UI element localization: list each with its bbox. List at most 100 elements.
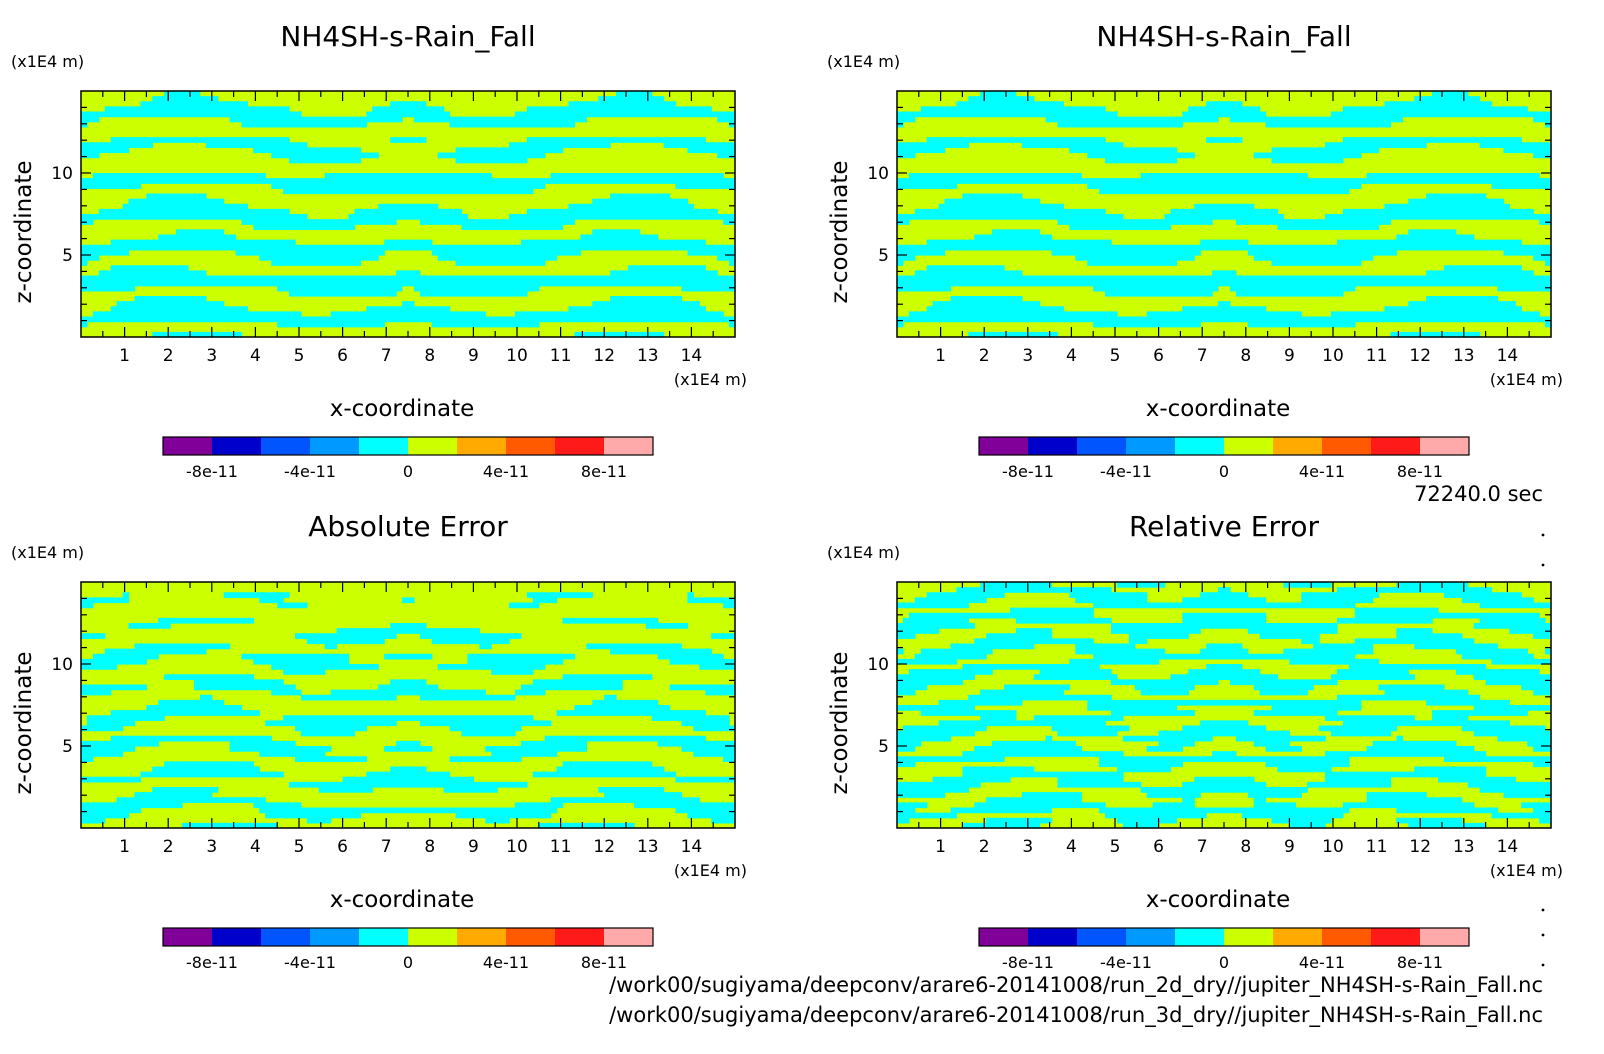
field-region [932, 776, 1011, 783]
colorbar-frame [978, 436, 1470, 456]
field-region [1253, 255, 1374, 261]
field-region [1277, 224, 1380, 230]
chart-title: NH4SH-s-Rain_Fall [1096, 20, 1351, 53]
field-region [146, 705, 243, 711]
field-region [711, 817, 736, 824]
field-region [1039, 669, 1112, 675]
field-region [1479, 142, 1552, 148]
field-region [1426, 296, 1499, 302]
field-region [265, 720, 397, 727]
colorbar-segment [457, 928, 507, 946]
field-region [657, 740, 736, 747]
field-region [384, 653, 433, 660]
field-region [962, 771, 1124, 778]
field-region [396, 740, 421, 747]
field-region [1253, 740, 1290, 747]
field-region [616, 91, 653, 97]
field-region [1116, 582, 1166, 588]
field-region [277, 285, 403, 292]
field-region [1533, 116, 1552, 123]
x-tick-label: 14 [681, 837, 703, 857]
y-axis-label: z-coordinate [827, 160, 853, 303]
field-region [897, 756, 1005, 762]
field-region [717, 152, 736, 159]
field-region [152, 787, 219, 793]
field-region [140, 771, 284, 778]
field-region [962, 822, 1041, 829]
x-tick-label: 7 [381, 346, 392, 366]
field-region [962, 193, 1023, 200]
chart-panel-3: Absolute Error(x1E4 m)1 2 3 4 5 6 7 8 9 10 11 12 13 1… [11, 510, 747, 972]
field-region [1414, 643, 1499, 650]
margin-dot [1541, 963, 1545, 967]
field-region [271, 183, 546, 189]
margin-dot [1541, 563, 1545, 567]
chart-title: Absolute Error [308, 510, 508, 543]
field-region [1455, 648, 1528, 655]
colorbar-segment [310, 437, 360, 455]
field-region [1099, 761, 1183, 768]
field-region [1396, 582, 1469, 588]
colorbar-segment [457, 437, 507, 455]
field-region [897, 684, 928, 691]
colorbar-segment [359, 928, 409, 946]
field-region [1336, 669, 1409, 675]
field-region [1200, 720, 1249, 727]
field-region [897, 812, 958, 819]
field-region [122, 592, 130, 598]
x-tick-label: 6 [1153, 837, 1164, 857]
field-region [1277, 766, 1332, 773]
field-region [390, 137, 427, 143]
y-tick-label: 5 [62, 737, 73, 757]
field-region [241, 121, 367, 128]
field-region [86, 715, 165, 721]
field-region [81, 725, 124, 732]
field-region [1325, 142, 1427, 148]
field-region [81, 658, 147, 665]
field-region [1253, 802, 1296, 809]
field-region [1545, 321, 1552, 328]
colorbar-tick-label: 4e-11 [1299, 953, 1345, 972]
x-tick-label: 2 [979, 346, 990, 366]
field-region [1283, 582, 1332, 588]
field-region [1271, 157, 1344, 164]
field-region [1414, 96, 1481, 102]
field-region [1247, 792, 1302, 798]
field-region [1015, 617, 1112, 624]
field-region [1545, 121, 1552, 128]
field-region [253, 224, 356, 230]
field-region [1182, 612, 1267, 619]
field-region [241, 219, 397, 225]
colorbar-frame [978, 927, 1470, 947]
field-region [1408, 822, 1487, 829]
x-tick-label: 2 [163, 346, 174, 366]
margin-dot [1541, 933, 1545, 937]
field-region [259, 597, 284, 604]
field-region [1057, 781, 1142, 788]
field-region [265, 812, 362, 819]
field-region [932, 301, 1041, 307]
field-region [158, 234, 237, 241]
field-region [604, 792, 683, 798]
field-region [1384, 306, 1522, 312]
field-region [1194, 203, 1255, 210]
field-region [723, 756, 736, 762]
field-region [271, 260, 362, 266]
field-region [1307, 781, 1392, 788]
colorbar-segment [212, 928, 262, 946]
x-tick-label: 9 [468, 837, 479, 857]
field-region [1247, 249, 1398, 256]
field-region [467, 653, 576, 660]
field-region [81, 817, 106, 824]
field-region [1491, 658, 1552, 665]
field-region [687, 249, 736, 256]
colorbar-segment [1028, 437, 1078, 455]
field-region [897, 275, 1552, 282]
field-region [1396, 633, 1463, 639]
field-region [992, 740, 1076, 747]
field-region [431, 638, 510, 645]
field-region [92, 653, 159, 660]
x-tick-label: 4 [1066, 837, 1077, 857]
field-region [372, 106, 445, 113]
colorbar-segment [604, 928, 654, 946]
